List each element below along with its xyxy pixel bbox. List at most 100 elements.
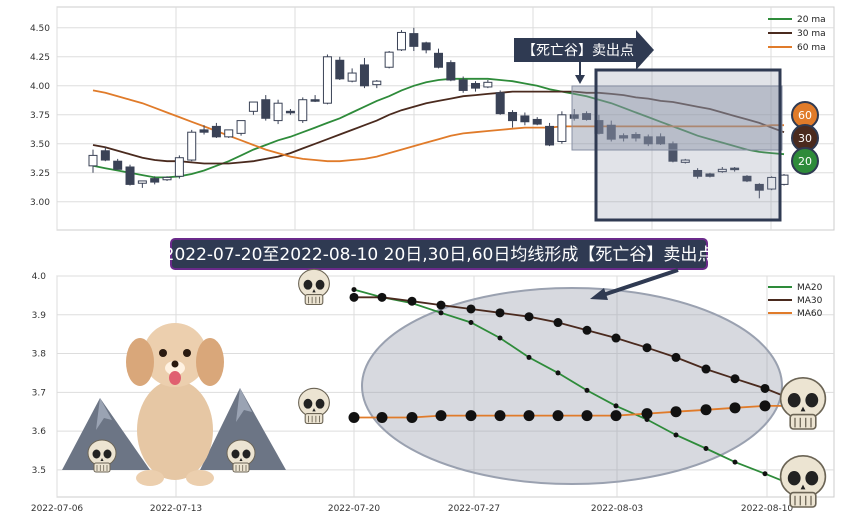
ma-point: [465, 410, 477, 422]
skull-head: [87, 439, 117, 467]
skull-nose: [312, 408, 316, 412]
skull-icon: [779, 454, 827, 508]
ma-point: [700, 404, 712, 416]
ma-line-MA30: [354, 296, 795, 401]
ma-point: [762, 471, 768, 477]
ma-point: [701, 364, 711, 374]
banner-text: 2022-07-20至2022-08-10 20日,30日,60日均线形成【死亡…: [164, 245, 715, 265]
candle-up: [248, 101, 258, 112]
skull-jaw: [789, 413, 817, 430]
candlesticks: [88, 27, 789, 199]
ma-point: [435, 410, 447, 422]
candle-down: [656, 136, 666, 145]
y-tick-label: 3.00: [30, 198, 50, 208]
ma-point: [610, 410, 622, 422]
ma-point: [466, 304, 476, 314]
y-tick-label: 3.6: [32, 427, 47, 437]
candle-down: [125, 166, 135, 185]
ma-point: [729, 402, 741, 414]
candle-up: [236, 120, 246, 134]
badge-30-label: 30: [798, 132, 812, 145]
ma-point: [642, 343, 652, 353]
ma-point: [523, 410, 535, 422]
candle-up: [298, 99, 308, 122]
candle-down: [409, 33, 419, 47]
candle-down: [569, 114, 579, 119]
ma-point: [611, 333, 621, 343]
ma-point: [555, 370, 561, 376]
ma-point: [730, 374, 740, 384]
skull-icon: [87, 439, 117, 473]
ma-point: [524, 312, 534, 322]
candle-down: [532, 118, 542, 125]
top-legend: 20 ma 30 ma 60 ma: [768, 15, 826, 53]
candle-up: [224, 129, 234, 138]
candle-down: [495, 92, 505, 115]
candle-down: [705, 173, 715, 177]
ma-point: [438, 310, 444, 316]
candle-down: [211, 125, 221, 138]
mountain-illustration: [62, 388, 286, 470]
ma-point: [552, 410, 564, 422]
candle-down: [421, 42, 431, 51]
candle-up: [767, 176, 777, 190]
skull-eye: [92, 449, 101, 459]
bottom-legend: MA20 MA30 MA60: [768, 283, 823, 319]
ma-line-MA20: [353, 288, 795, 487]
badge-30: 30: [791, 124, 819, 152]
skull-jaw: [304, 294, 324, 306]
skull-jaw: [789, 491, 817, 508]
skull-head: [298, 387, 330, 418]
legend-label: 20 ma: [797, 15, 826, 25]
ma-line-MA60: [354, 404, 794, 419]
candle-up: [273, 102, 283, 122]
signal-zone: [571, 85, 783, 151]
skull-icon: [779, 376, 827, 430]
skull-nose: [100, 458, 104, 461]
x-tick-label: 2022-08-10: [741, 504, 794, 514]
ma-point: [497, 335, 503, 341]
top-y-ticks: 3.00 3.25 3.50 3.75 4.00 4.25 4.50: [30, 24, 50, 208]
bottom-panel: 3.53.63.73.83.94.0 2022-07-06 2022-07-13 2…: [31, 268, 835, 514]
candle-up: [187, 131, 197, 161]
badge-60-label: 60: [798, 109, 812, 122]
x-tick-label: 2022-08-03: [591, 504, 643, 514]
ma-point: [494, 410, 506, 422]
badge-20-label: 20: [798, 155, 812, 168]
skull-icon: [298, 268, 330, 306]
skull-head: [779, 376, 827, 421]
y-tick-label: 4.50: [30, 24, 50, 34]
skull-icon: [226, 439, 256, 473]
candle-down: [458, 79, 468, 91]
ma-point: [436, 300, 446, 310]
callout-arrow: 【死亡谷】卖出点: [514, 30, 654, 84]
ma-point: [351, 287, 357, 293]
top-ma-lines: [92, 77, 785, 179]
skull-eye: [315, 398, 325, 409]
ma-point: [407, 296, 417, 306]
skull-jaw: [93, 462, 111, 473]
candle-down: [619, 135, 629, 139]
candle-down: [545, 125, 555, 146]
candle-down: [100, 150, 110, 161]
candle-down: [150, 178, 160, 183]
candle-down: [508, 111, 518, 122]
legend-label: 30 ma: [797, 29, 826, 39]
candle-down: [742, 175, 752, 182]
skull-head: [779, 454, 827, 499]
ma-point: [377, 292, 387, 302]
candle-down: [606, 124, 616, 140]
bottom-y-ticks: 3.5 3.6 3.7 3.8 3.9 4.0: [32, 272, 47, 476]
candle-up: [137, 180, 147, 184]
candle-up: [396, 31, 406, 51]
skull-eye: [787, 471, 801, 486]
ellipse-arrow: [590, 268, 679, 300]
y-tick-label: 3.8: [32, 350, 47, 360]
ma-point: [759, 400, 771, 412]
ma-point: [348, 412, 360, 424]
ma-point: [526, 354, 532, 360]
ma-point: [760, 383, 770, 393]
skull-head: [226, 439, 256, 467]
badge-20: 20: [791, 147, 819, 175]
top-grid: [56, 7, 834, 230]
